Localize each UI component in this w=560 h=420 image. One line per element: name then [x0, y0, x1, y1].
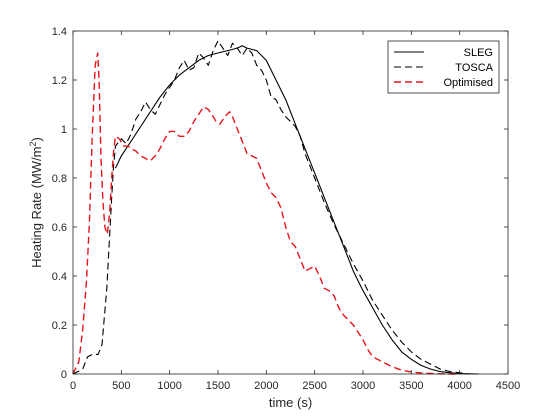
y-axis-label-main: Heating Rate (MW/m	[29, 146, 44, 267]
y-axis-label-superscript: 2	[28, 141, 38, 146]
y-tick-label: 1.2	[52, 75, 67, 87]
x-tick-label: 3000	[351, 380, 375, 392]
legend-label-tosca: TOSCA	[455, 62, 493, 74]
series-line-sleg	[115, 45, 480, 375]
x-tick-label: 2500	[302, 380, 326, 392]
x-tick-label: 3500	[399, 380, 423, 392]
x-tick-label: 2000	[254, 380, 278, 392]
legend-label-optimised: Optimised	[443, 77, 493, 89]
series-layer	[72, 40, 480, 375]
y-tick-label: 0.2	[52, 320, 67, 332]
x-tick-label: 500	[112, 380, 130, 392]
legend-label-sleg: SLEG	[464, 47, 493, 59]
plot-frame	[72, 30, 509, 375]
x-tick-label: 4000	[447, 380, 471, 392]
x-axis-label: time (s)	[269, 395, 312, 410]
legend: SLEG TOSCA Optimised	[387, 40, 500, 94]
series-line-optimised	[72, 52, 460, 375]
y-tick-label: 1.4	[52, 26, 67, 38]
y-tick-label: 0.4	[52, 271, 67, 283]
y-tick-label: 0	[61, 369, 67, 381]
series-line-tosca	[72, 40, 470, 375]
y-axis-label: Heating Rate (MW/m2)	[28, 137, 44, 268]
x-tick-label: 1000	[157, 380, 181, 392]
y-tick-label: 0.8	[52, 173, 67, 185]
x-tick-label: 0	[70, 380, 76, 392]
x-tick-label: 1500	[206, 380, 230, 392]
y-tick-label: 0.6	[52, 222, 67, 234]
y-tick-label: 1	[61, 124, 67, 136]
x-tick-label: 4500	[496, 380, 520, 392]
y-axis-label-end: )	[29, 137, 44, 141]
ticks-layer: 0 500 1000 1500 2000 2500 3000 3500 4000 4500 0 0.2…	[52, 26, 521, 392]
